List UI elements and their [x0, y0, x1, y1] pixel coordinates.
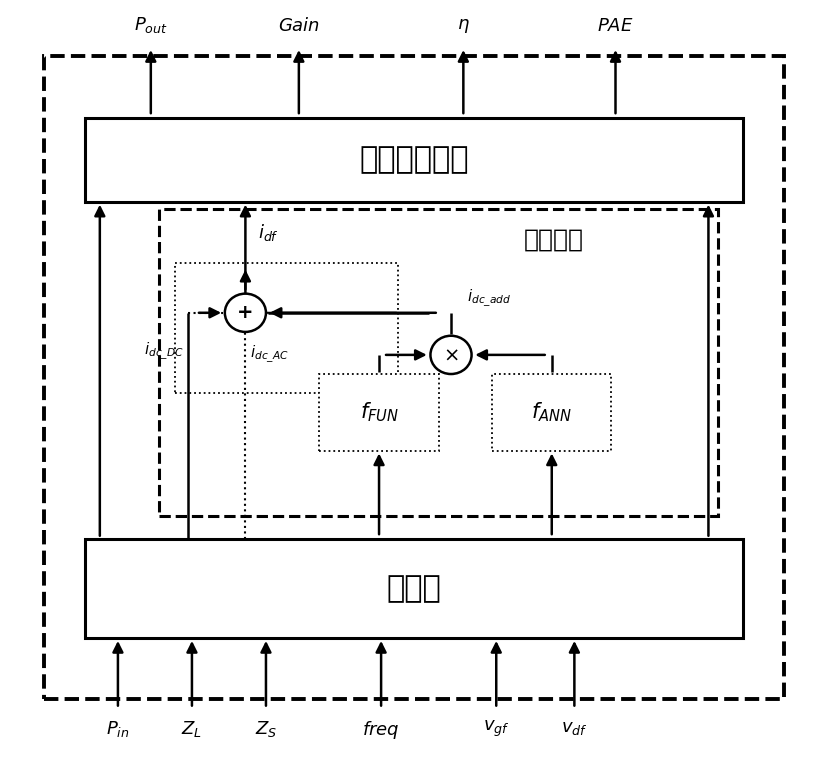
- Bar: [175, 263, 397, 393]
- Circle shape: [225, 294, 265, 332]
- Text: +: +: [237, 303, 253, 322]
- Text: $v_{gf}$: $v_{gf}$: [482, 719, 509, 739]
- Text: $i_{df}$: $i_{df}$: [257, 222, 279, 243]
- Text: 公式计算模块: 公式计算模块: [359, 145, 468, 174]
- Text: $f_{FUN}$: $f_{FUN}$: [359, 400, 398, 424]
- Text: $v_{df}$: $v_{df}$: [561, 719, 587, 737]
- Text: $\eta$: $\eta$: [457, 17, 469, 35]
- Text: $Z_S$: $Z_S$: [255, 719, 277, 739]
- Text: $i_{dc\_DC}$: $i_{dc\_DC}$: [144, 341, 184, 362]
- Text: $i_{dc\_add}$: $i_{dc\_add}$: [467, 288, 511, 309]
- Text: $PAE$: $PAE$: [596, 17, 633, 35]
- Bar: [44, 56, 783, 699]
- Bar: [85, 539, 742, 638]
- Bar: [319, 374, 438, 450]
- Bar: [159, 210, 718, 516]
- Text: 粗模型: 粗模型: [386, 574, 441, 603]
- Text: $P_{in}$: $P_{in}$: [106, 719, 130, 739]
- Text: $freq$: $freq$: [362, 719, 399, 741]
- Circle shape: [430, 335, 471, 374]
- Text: 映射网络: 映射网络: [523, 228, 583, 252]
- Text: $Gain$: $Gain$: [277, 17, 319, 35]
- Bar: [491, 374, 610, 450]
- Text: $P_{out}$: $P_{out}$: [134, 15, 168, 35]
- Text: $f_{ANN}$: $f_{ANN}$: [531, 400, 571, 424]
- Text: $i_{dc\_AC}$: $i_{dc\_AC}$: [249, 345, 288, 365]
- Text: $\times$: $\times$: [442, 345, 458, 365]
- Bar: [85, 118, 742, 202]
- Text: $Z_L$: $Z_L$: [181, 719, 202, 739]
